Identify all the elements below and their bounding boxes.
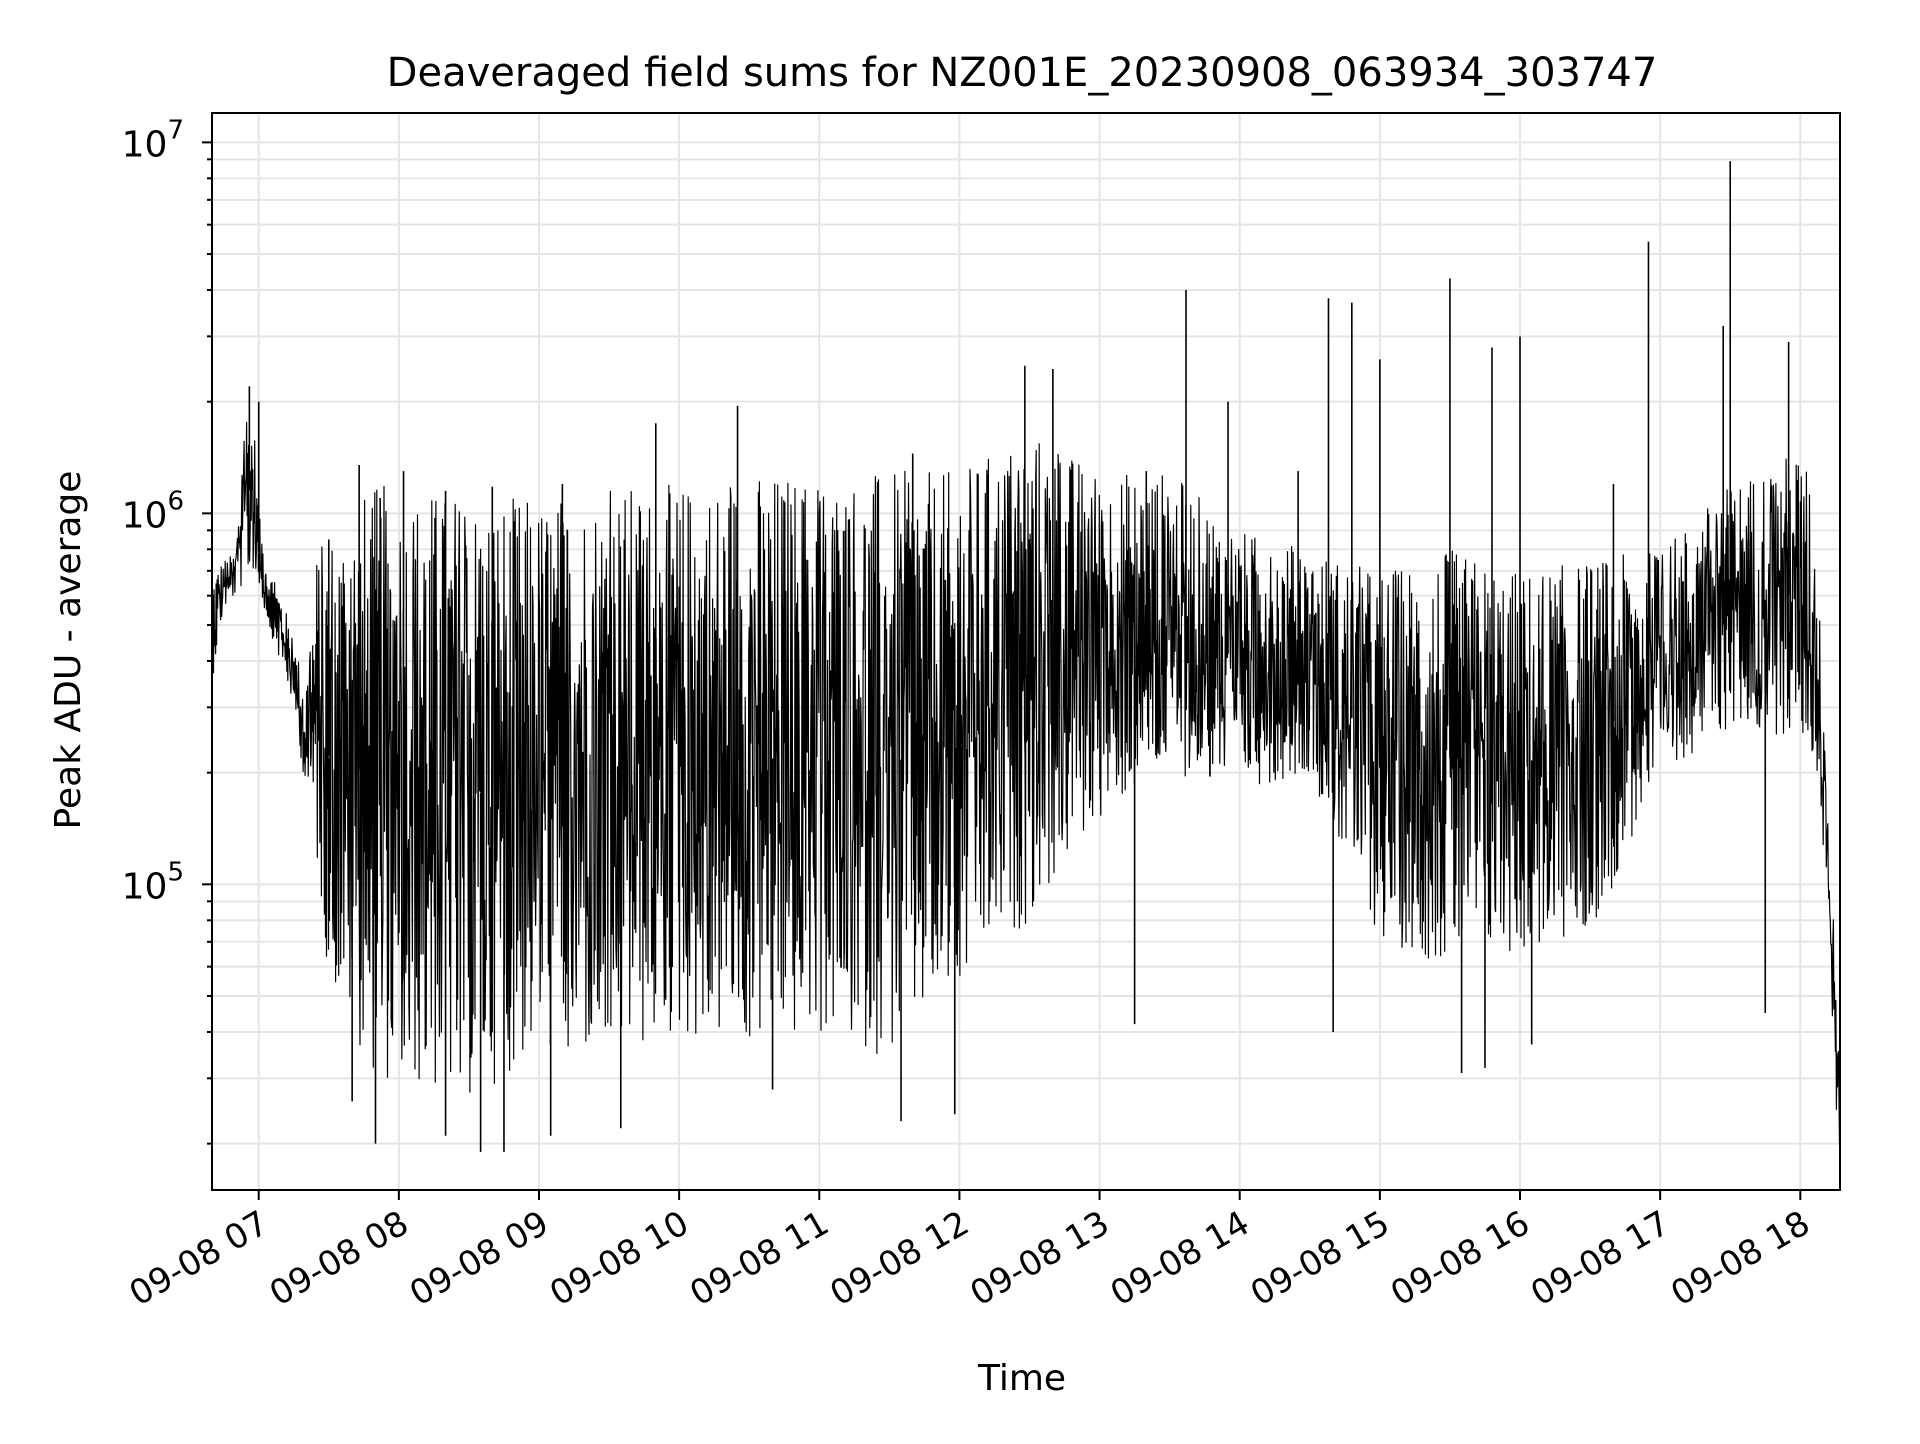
y-tick-label-base: 10: [122, 866, 168, 907]
y-tick-label: 105: [122, 857, 184, 907]
y-axis-label: Peak ADU - average: [48, 471, 89, 830]
y-tick-label-base: 10: [122, 124, 168, 165]
y-tick-label-exponent: 6: [167, 486, 184, 516]
plot-frame: [211, 112, 1841, 1191]
y-tick-label-exponent: 7: [167, 115, 184, 145]
y-tick-label: 107: [122, 115, 184, 165]
chart-title: Deaveraged field sums for NZ001E_2023090…: [387, 50, 1658, 96]
y-tick-label-exponent: 5: [167, 857, 184, 887]
data-series: [211, 161, 1841, 1170]
y-tick-label-base: 10: [122, 495, 168, 536]
y-tick-label: 106: [122, 486, 184, 536]
series-line: [211, 421, 1841, 1146]
x-axis-label: Time: [977, 1358, 1066, 1399]
